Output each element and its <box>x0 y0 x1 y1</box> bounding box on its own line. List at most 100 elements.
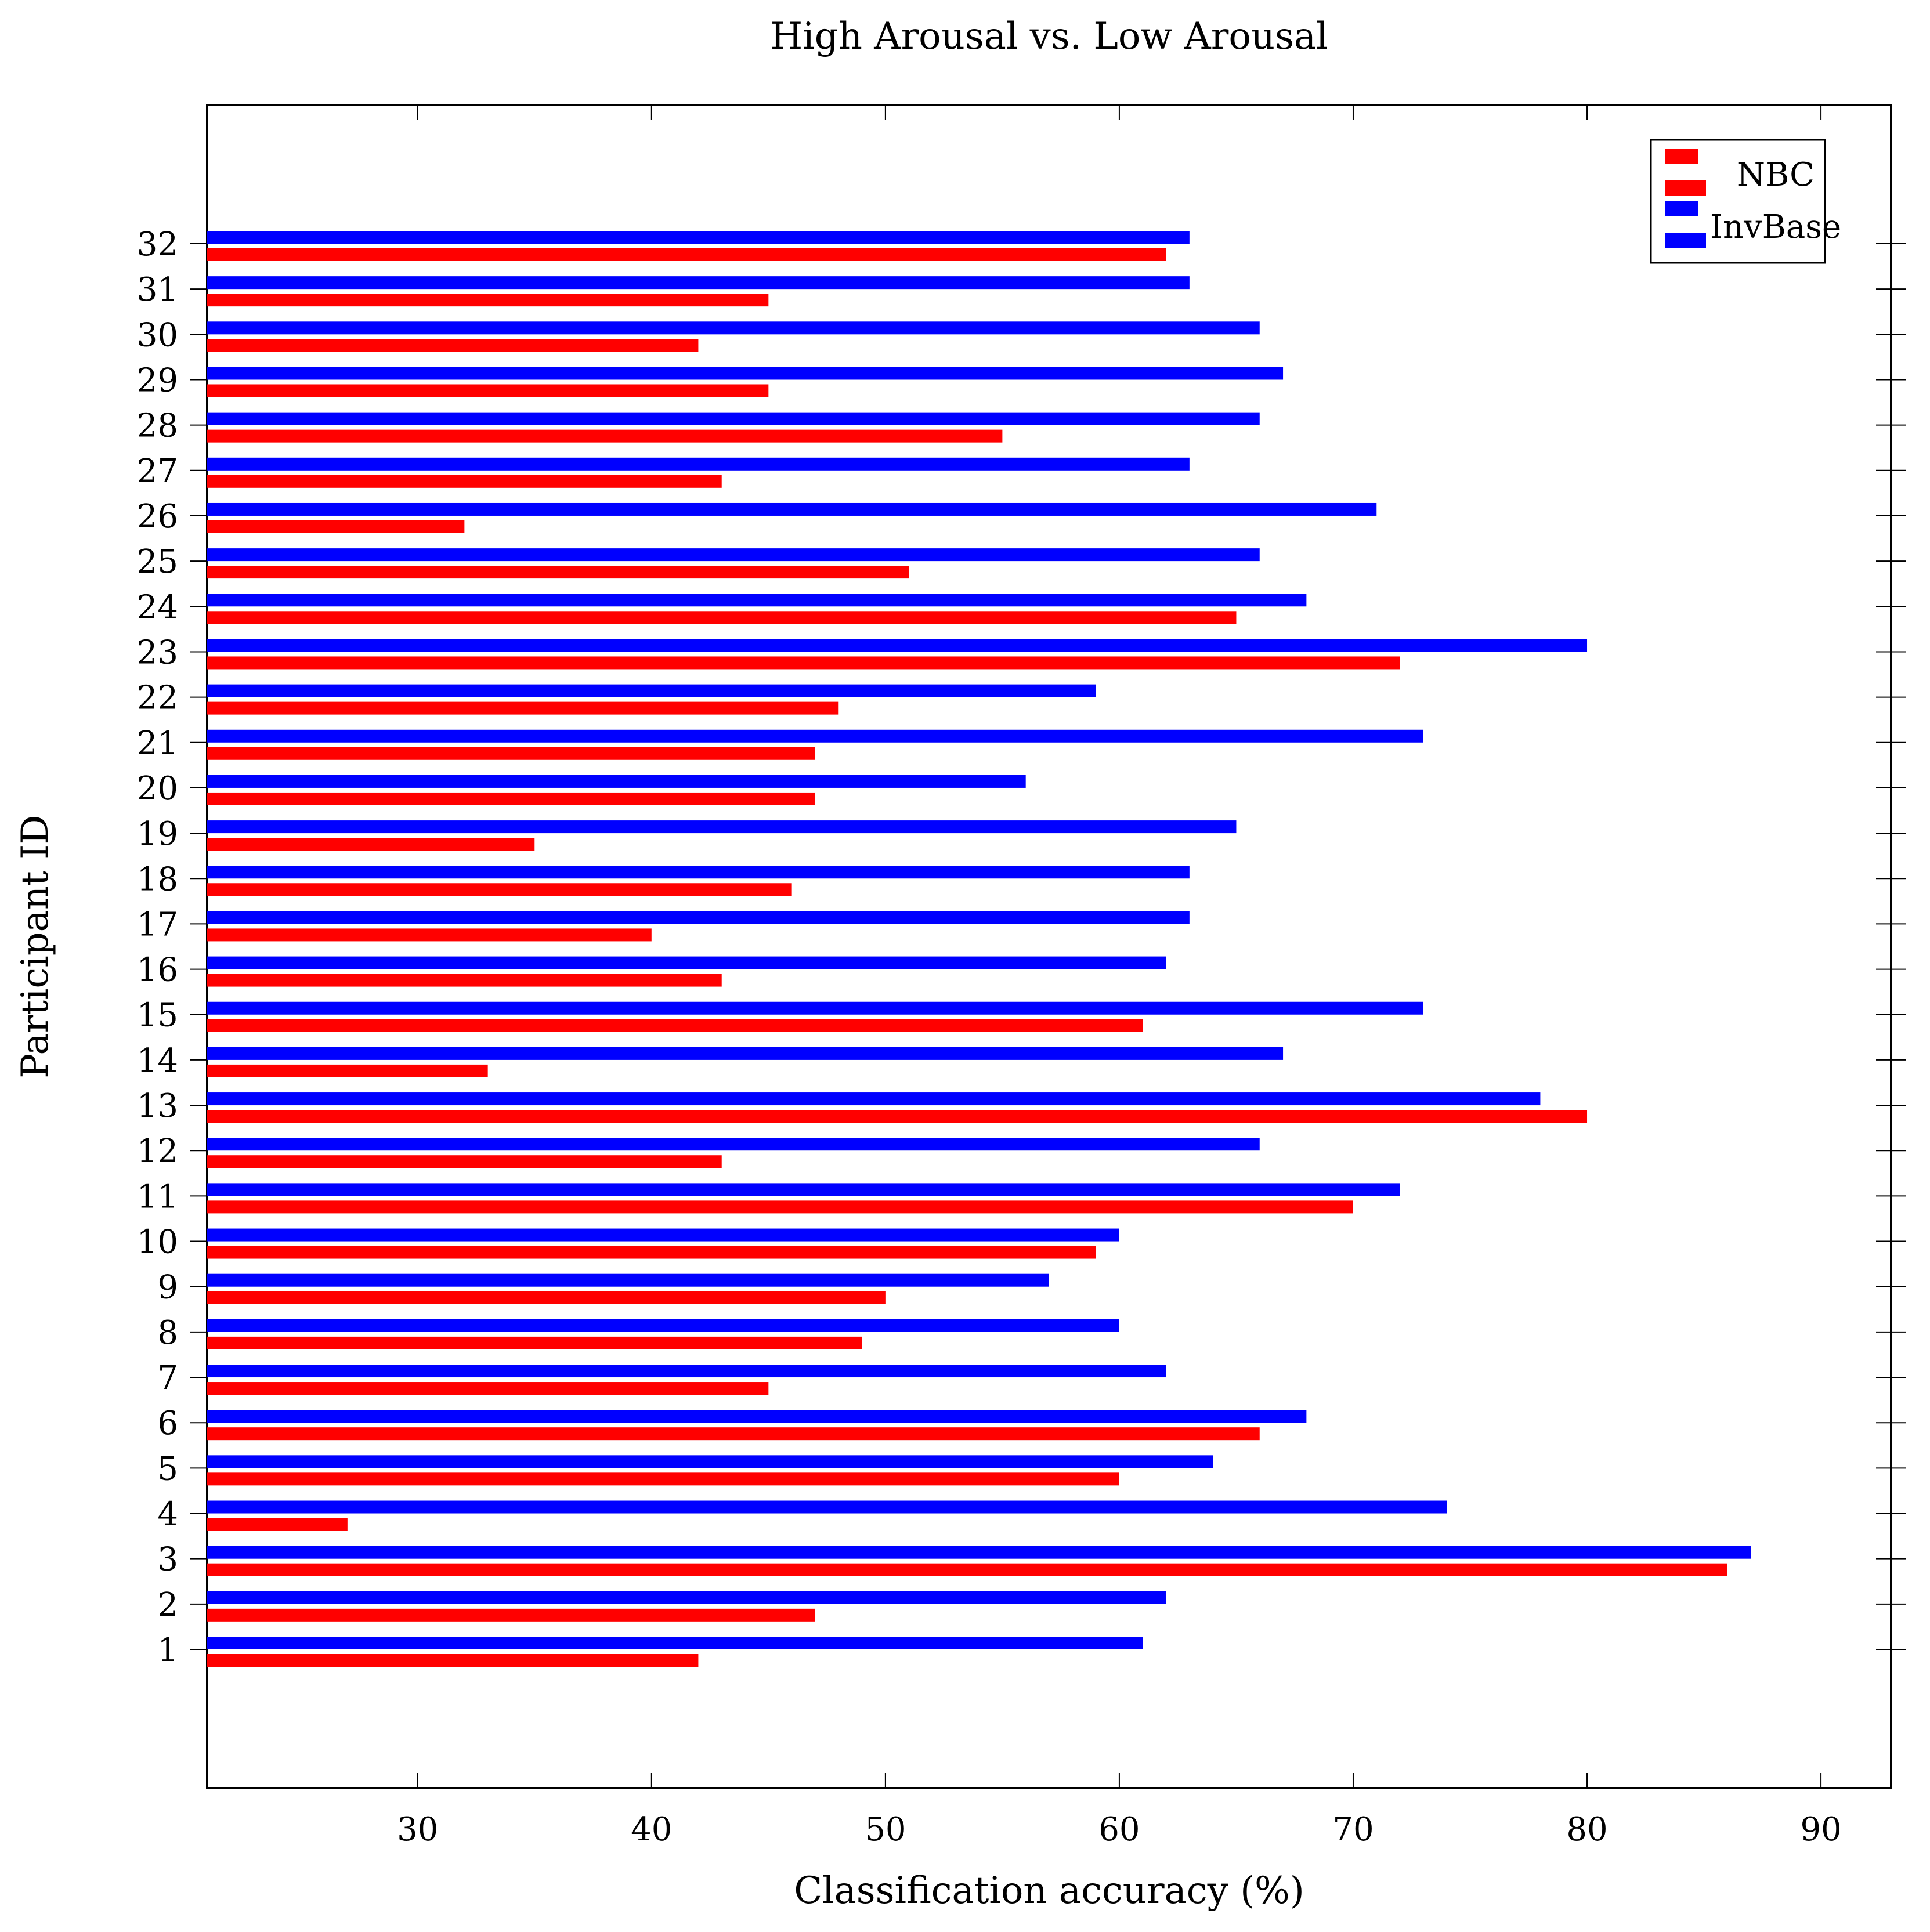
x-tick-label: 40 <box>631 1811 672 1848</box>
bar-invbase-9 <box>207 1273 1049 1287</box>
y-tick-label: 1 <box>157 1631 178 1669</box>
y-tick-label: 29 <box>137 361 178 399</box>
y-tick-label: 24 <box>137 588 178 626</box>
legend-swatch-invbase <box>1665 201 1698 216</box>
x-tick-label: 80 <box>1566 1811 1607 1848</box>
bar-invbase-13 <box>207 1092 1541 1106</box>
y-tick-label: 31 <box>137 271 178 309</box>
bar-invbase-3 <box>207 1546 1751 1559</box>
bar-nbc-20 <box>207 792 815 805</box>
bar-invbase-16 <box>207 956 1166 969</box>
bar-invbase-10 <box>207 1228 1119 1242</box>
legend-label-nbc: NBC <box>1737 156 1815 194</box>
bar-invbase-5 <box>207 1455 1213 1468</box>
legend-swatch-nbc <box>1665 149 1698 164</box>
y-tick-label: 4 <box>157 1496 178 1533</box>
bar-invbase-23 <box>207 639 1588 652</box>
bar-nbc-18 <box>207 883 792 896</box>
bar-invbase-7 <box>207 1365 1166 1378</box>
y-tick-label: 11 <box>137 1178 178 1215</box>
x-tick-label: 60 <box>1098 1811 1140 1848</box>
y-tick-label: 27 <box>137 453 178 490</box>
y-tick-label: 30 <box>137 316 178 354</box>
y-tick-label: 5 <box>157 1450 178 1488</box>
y-tick-label: 10 <box>137 1224 178 1261</box>
bar-nbc-29 <box>207 384 769 397</box>
bar-nbc-1 <box>207 1654 699 1667</box>
y-tick-label: 16 <box>137 951 178 989</box>
bar-invbase-29 <box>207 367 1284 380</box>
x-tick-label: 50 <box>865 1811 906 1848</box>
bar-invbase-8 <box>207 1319 1119 1332</box>
bar-invbase-22 <box>207 684 1096 697</box>
y-tick-label: 9 <box>157 1269 178 1307</box>
bar-nbc-26 <box>207 520 465 533</box>
bar-invbase-15 <box>207 1001 1423 1015</box>
bar-nbc-25 <box>207 566 909 579</box>
bar-nbc-19 <box>207 838 535 851</box>
legend: NBC InvBase <box>1650 139 1841 264</box>
bar-nbc-27 <box>207 475 722 488</box>
bar-nbc-13 <box>207 1110 1588 1123</box>
bar-invbase-14 <box>207 1047 1284 1060</box>
y-tick-label: 32 <box>137 226 178 263</box>
y-tick-label: 7 <box>157 1359 178 1397</box>
bar-invbase-24 <box>207 594 1307 607</box>
x-tick-label: 30 <box>397 1811 438 1848</box>
y-axis-label: Participant ID <box>14 815 57 1078</box>
y-tick-label: 6 <box>157 1405 178 1442</box>
bar-invbase-12 <box>207 1138 1260 1151</box>
bar-nbc-2 <box>207 1608 815 1622</box>
chart-title: High Arousal vs. Low Arousal <box>770 15 1328 58</box>
bar-nbc-15 <box>207 1019 1143 1032</box>
bar-invbase-20 <box>207 775 1026 788</box>
y-tick-label: 26 <box>137 498 178 536</box>
bar-nbc-14 <box>207 1064 488 1077</box>
axis-ticks: 30 40 50 60 70 80 9012345678910111213141516171… <box>137 105 1906 1848</box>
bar-invbase-25 <box>207 548 1260 562</box>
bar-nbc-10 <box>207 1246 1096 1259</box>
bar-invbase-1 <box>207 1637 1143 1649</box>
y-tick-label: 12 <box>137 1133 178 1170</box>
y-tick-label: 25 <box>137 543 178 581</box>
bar-nbc-9 <box>207 1291 886 1304</box>
bar-nbc-23 <box>207 656 1400 670</box>
x-axis-label: Classification accuracy (%) <box>794 1869 1304 1912</box>
legend-swatch-invbase <box>1665 233 1706 248</box>
y-tick-label: 20 <box>137 770 178 808</box>
bar-invbase-17 <box>207 911 1190 924</box>
bar-nbc-12 <box>207 1155 722 1168</box>
bar-nbc-8 <box>207 1336 862 1349</box>
bar-invbase-19 <box>207 820 1237 834</box>
bar-invbase-18 <box>207 866 1190 879</box>
bar-invbase-32 <box>207 231 1190 244</box>
bar-nbc-6 <box>207 1427 1260 1441</box>
bar-invbase-28 <box>207 412 1260 425</box>
y-tick-label: 23 <box>137 634 178 671</box>
bar-nbc-32 <box>207 248 1166 261</box>
bar-nbc-11 <box>207 1200 1353 1214</box>
y-tick-label: 28 <box>137 407 178 445</box>
legend-label-invbase: InvBase <box>1710 208 1841 246</box>
bar-nbc-4 <box>207 1518 348 1531</box>
bar-nbc-22 <box>207 701 839 715</box>
bars-group <box>207 231 1751 1667</box>
bar-nbc-17 <box>207 928 652 942</box>
bar-invbase-31 <box>207 276 1190 290</box>
bar-nbc-3 <box>207 1563 1727 1576</box>
bar-nbc-31 <box>207 294 769 307</box>
bar-nbc-21 <box>207 747 815 760</box>
y-tick-label: 14 <box>137 1042 178 1080</box>
y-tick-label: 17 <box>137 906 178 943</box>
legend-swatch-nbc <box>1665 180 1706 196</box>
bar-invbase-2 <box>207 1591 1166 1604</box>
bar-invbase-6 <box>207 1410 1307 1423</box>
bar-nbc-30 <box>207 339 699 352</box>
bar-invbase-27 <box>207 457 1190 471</box>
y-tick-label: 21 <box>137 725 178 762</box>
y-tick-label: 18 <box>137 860 178 898</box>
bar-nbc-24 <box>207 611 1237 624</box>
y-tick-label: 13 <box>137 1087 178 1125</box>
